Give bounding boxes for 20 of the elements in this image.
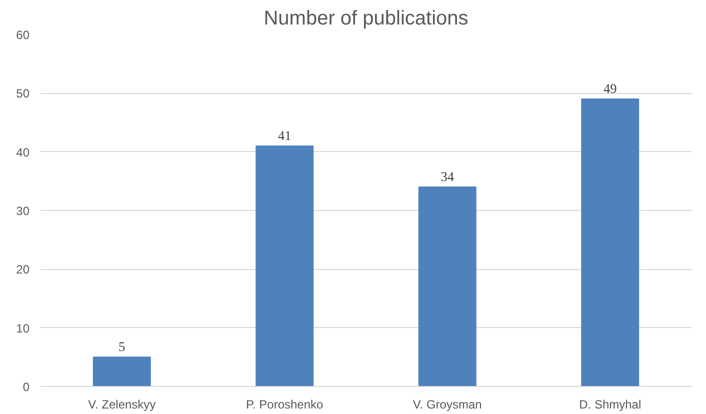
data-label: 5 <box>118 339 126 354</box>
bar <box>581 98 640 386</box>
bar <box>92 356 151 386</box>
y-tick-label: 0 <box>22 380 30 394</box>
x-tick-label: V. Zelenskyy <box>88 398 156 412</box>
y-tick-label: 60 <box>16 28 30 42</box>
data-label: 34 <box>440 169 454 184</box>
x-tick-label: P. Poroshenko <box>246 398 324 412</box>
y-tick-label: 10 <box>16 321 30 336</box>
data-label: 41 <box>278 128 292 143</box>
y-tick-label: 50 <box>16 86 30 101</box>
x-tick-label: V. Groysman <box>412 398 482 412</box>
bar <box>418 186 476 386</box>
y-tick-label: 30 <box>16 204 30 218</box>
bar <box>256 145 314 386</box>
x-tick-label: D. Shmyhal <box>579 398 642 412</box>
y-tick-label: 40 <box>16 145 30 160</box>
y-tick-label: 20 <box>16 262 30 277</box>
data-label: 49 <box>603 81 618 96</box>
chart-title: Number of publications <box>264 8 468 30</box>
